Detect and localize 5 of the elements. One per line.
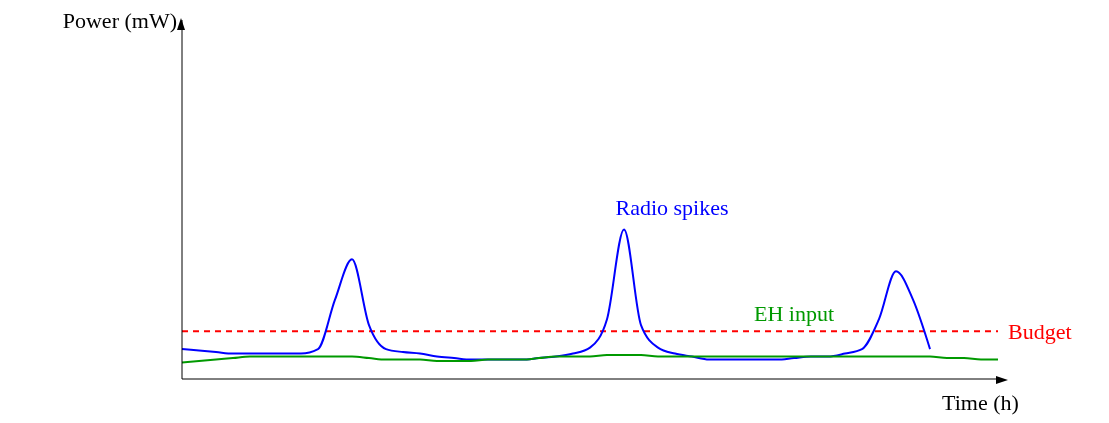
- series-label: EH input: [753, 300, 835, 326]
- text: Power (mW): [62, 8, 177, 34]
- x-axis-title: Time (h): [942, 390, 1019, 416]
- series-label: Radio spikes: [615, 195, 729, 221]
- ref-line-label: Budget: [1008, 318, 1072, 344]
